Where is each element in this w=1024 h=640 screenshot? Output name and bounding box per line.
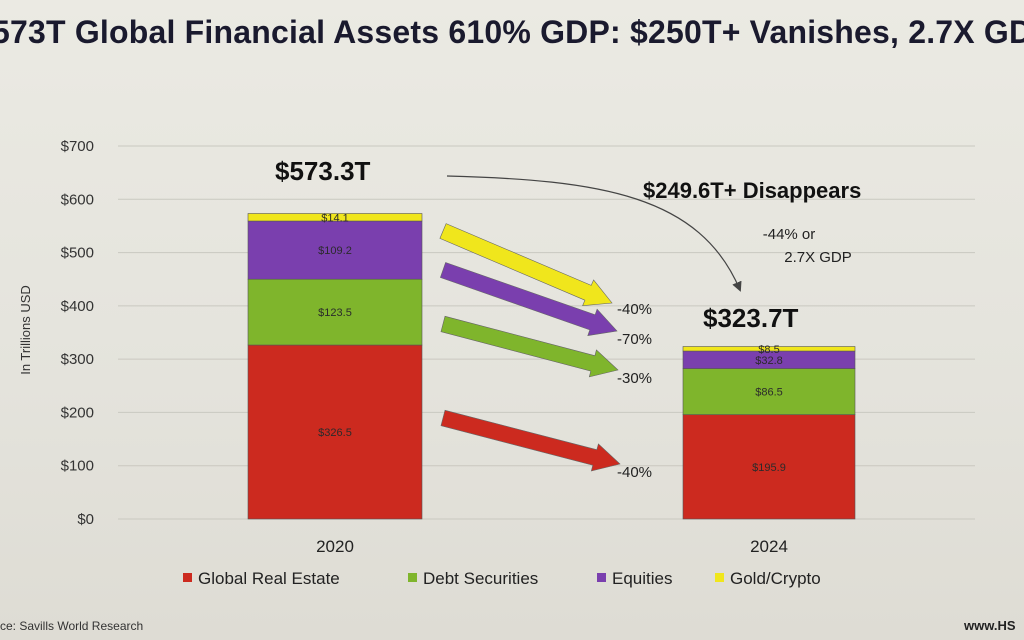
bar-segment-debt-securities-2024 xyxy=(682,368,856,415)
legend-swatch xyxy=(715,573,724,582)
y-tick-label: $400 xyxy=(61,298,94,315)
source-note: ce: Savills World Research xyxy=(0,619,144,633)
bar-value-label: $32.8 xyxy=(755,355,783,367)
slide-title: 573T Global Financial Assets 610% GDP: $… xyxy=(0,14,1024,50)
bar-value-label: $195.9 xyxy=(752,462,786,474)
percent-change-label: -30% xyxy=(617,370,652,387)
bar-value-label: $109.2 xyxy=(318,245,352,257)
bar-segment-equities-2020 xyxy=(247,220,423,280)
change-note-line1: -44% or xyxy=(763,226,816,243)
y-tick-label: $100 xyxy=(61,458,94,475)
bar-segment-debt-securities-2020 xyxy=(247,278,423,346)
y-tick-label: $200 xyxy=(61,404,94,421)
legend-swatch xyxy=(597,573,606,582)
y-tick-label: $600 xyxy=(61,191,94,208)
x-category-label: 2024 xyxy=(750,537,788,556)
bar-value-label: $86.5 xyxy=(755,387,783,399)
legend-label: Equities xyxy=(612,569,672,588)
x-category-label: 2020 xyxy=(316,537,354,556)
disappears-label: $249.6T+ Disappears xyxy=(643,178,861,203)
y-tick-label: $300 xyxy=(61,351,94,368)
y-axis-label: In Trillions USD xyxy=(18,285,33,375)
change-arrow-gold-crypto xyxy=(439,223,613,307)
y-axis-ticks: $0 $100 $200 $300 $400 $500 $600 $700 xyxy=(61,138,94,528)
bar-segment-gold-crypto-2024 xyxy=(682,346,856,352)
y-tick-label: $500 xyxy=(61,245,94,262)
legend-label: Debt Securities xyxy=(423,569,538,588)
change-arrow-global-real-estate xyxy=(440,409,621,472)
bar-value-label: $8.5 xyxy=(758,344,779,356)
legend-swatch xyxy=(408,573,417,582)
bar-segment-gold-crypto-2020 xyxy=(247,213,423,222)
percent-change-label: -40% xyxy=(617,464,652,481)
percent-change-label: -70% xyxy=(617,331,652,348)
change-arrow-debt-securities xyxy=(440,315,619,378)
change-arrow-equities xyxy=(440,262,618,336)
bar-segment-global-real-estate-2020 xyxy=(247,344,423,520)
y-tick-label: $700 xyxy=(61,138,94,155)
bar-value-label: $14.1 xyxy=(321,212,349,224)
total-2024-label: $323.7T xyxy=(703,303,799,333)
bar-value-label: $123.5 xyxy=(318,307,352,319)
legend-label: Global Real Estate xyxy=(198,569,340,588)
y-tick-label: $0 xyxy=(77,511,94,528)
bar-segment-global-real-estate-2024 xyxy=(682,414,856,520)
decline-curve-arrow xyxy=(446,175,742,292)
change-note-line2: 2.7X GDP xyxy=(784,249,852,266)
change-arrows: -40% -70% -30% -40% xyxy=(439,223,652,481)
legend-swatch xyxy=(183,573,192,582)
percent-change-label: -40% xyxy=(617,301,652,318)
total-2020-label: $573.3T xyxy=(275,156,371,186)
site-watermark: www.HS xyxy=(964,618,1016,633)
x-axis-categories: 2020 2024 xyxy=(316,537,788,556)
bar-value-label: $326.5 xyxy=(318,427,352,439)
bars: $326.5$123.5$109.2$14.1$195.9$86.5$32.8$… xyxy=(247,212,856,520)
legend: Global Real Estate Debt Securities Equitie… xyxy=(183,569,821,588)
legend-label: Gold/Crypto xyxy=(730,569,821,588)
